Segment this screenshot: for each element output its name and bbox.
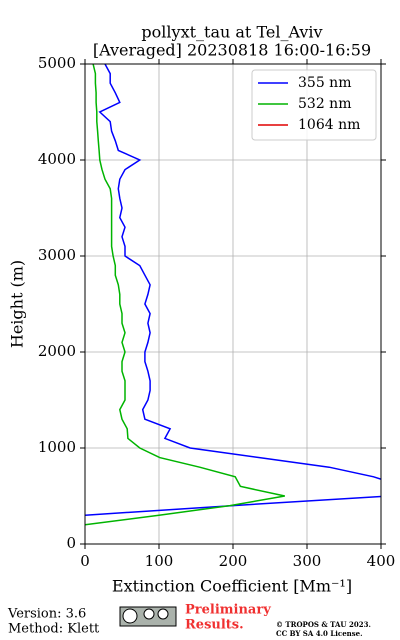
version: Version: 3.6: [7, 607, 86, 622]
x-axis-label: Extinction Coefficient [Mm⁻¹]: [112, 577, 352, 596]
method: Method: Klett: [8, 622, 100, 637]
plot-area: [85, 64, 381, 526]
profile-line: [85, 64, 381, 516]
license: CC BY SA 4.0 License.: [276, 629, 363, 638]
results: Results.: [185, 618, 244, 633]
chart-subtitle: [Averaged] 20230818 16:00-16:59: [93, 41, 371, 60]
x-tick-label: 200: [219, 552, 248, 570]
x-tick-label: 0: [80, 552, 90, 570]
y-tick-label: 0: [66, 534, 76, 552]
profile-line: [85, 64, 285, 526]
by-icon: [143, 608, 155, 620]
y-tick-label: 4000: [38, 150, 76, 168]
legend-box: [251, 69, 377, 141]
y-tick-label: 2000: [38, 342, 76, 360]
y-tick-label: 3000: [38, 246, 76, 264]
x-tick-label: 400: [367, 552, 396, 570]
chart-title: pollyxt_tau at Tel_Aviv: [141, 23, 322, 42]
legend-label: 1064 nm: [298, 117, 360, 133]
y-tick-label: 1000: [38, 438, 76, 456]
cc-icon: [122, 608, 138, 624]
y-tick-label: 5000: [38, 54, 76, 72]
sa-icon: [157, 608, 169, 620]
x-tick-label: 100: [145, 552, 174, 570]
y-axis-label: Height (m): [8, 260, 27, 348]
copyright: © TROPOS & TAU 2023.: [276, 620, 371, 629]
legend: 355 nm 532 nm 1064 nm: [251, 69, 377, 141]
preliminary: Preliminary: [185, 603, 271, 618]
legend-label: 532 nm: [298, 96, 351, 112]
legend-label: 355 nm: [298, 75, 351, 91]
x-tick-label: 300: [293, 552, 322, 570]
